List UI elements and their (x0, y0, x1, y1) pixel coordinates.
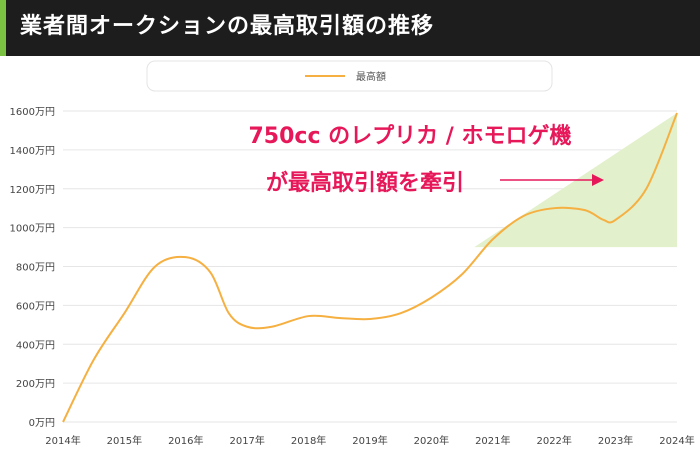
y-tick-label: 1000万円 (10, 224, 55, 235)
x-tick-label: 2020年 (414, 434, 449, 447)
x-tick-label: 2019年 (352, 434, 387, 447)
x-tick-label: 2021年 (475, 434, 510, 447)
arrow-head (592, 174, 604, 186)
y-tick-label: 600万円 (16, 301, 55, 312)
y-tick-label: 1200万円 (10, 185, 55, 196)
y-tick-label: 1400万円 (10, 146, 55, 157)
highlight-triangle (474, 112, 677, 248)
y-tick-label: 400万円 (16, 340, 55, 351)
x-axis: 2014年 2015年 2016年 2017年 2018年 2019年 2020年 2021年… (45, 434, 694, 447)
x-tick-label: 2014年 (45, 434, 80, 447)
page-title: 業者間オークションの最高取引額の推移 (20, 14, 435, 39)
y-tick-label: 0万円 (29, 418, 55, 429)
annotation-line-2: が最高取引額を牽引 (266, 170, 464, 196)
header-accent-bar (0, 0, 6, 56)
x-tick-label: 2022年 (536, 434, 571, 447)
x-tick-label: 2023年 (598, 434, 633, 447)
chart-area: 最高額 0万円 200万円 400万円 600万円 800万円 1000万円 1200万円 1… (0, 56, 700, 462)
annotation-arrow (500, 174, 604, 186)
chart-header: 業者間オークションの最高取引額の推移 (0, 0, 700, 56)
legend-box (146, 60, 553, 92)
x-tick-label: 2017年 (229, 434, 264, 447)
legend-label: 最高額 (356, 70, 386, 83)
highlight-area (474, 112, 677, 248)
y-tick-label: 800万円 (16, 263, 55, 274)
y-tick-label: 1600万円 (10, 107, 55, 118)
series-layer (62, 112, 678, 423)
annotation-line-1: 750cc のレプリカ / ホモロゲ機 (248, 124, 571, 149)
y-axis: 0万円 200万円 400万円 600万円 800万円 1000万円 1200万円 1400万… (10, 107, 55, 429)
y-tick-label: 200万円 (16, 379, 55, 390)
x-tick-label: 2015年 (107, 434, 142, 447)
x-tick-label: 2016年 (168, 434, 203, 447)
grid (63, 110, 677, 423)
x-tick-label: 2018年 (291, 434, 326, 447)
line-chart: 最高額 0万円 200万円 400万円 600万円 800万円 1000万円 1200万円 1… (10, 60, 695, 447)
series-line (62, 112, 678, 423)
x-tick-label: 2024年 (659, 434, 694, 447)
